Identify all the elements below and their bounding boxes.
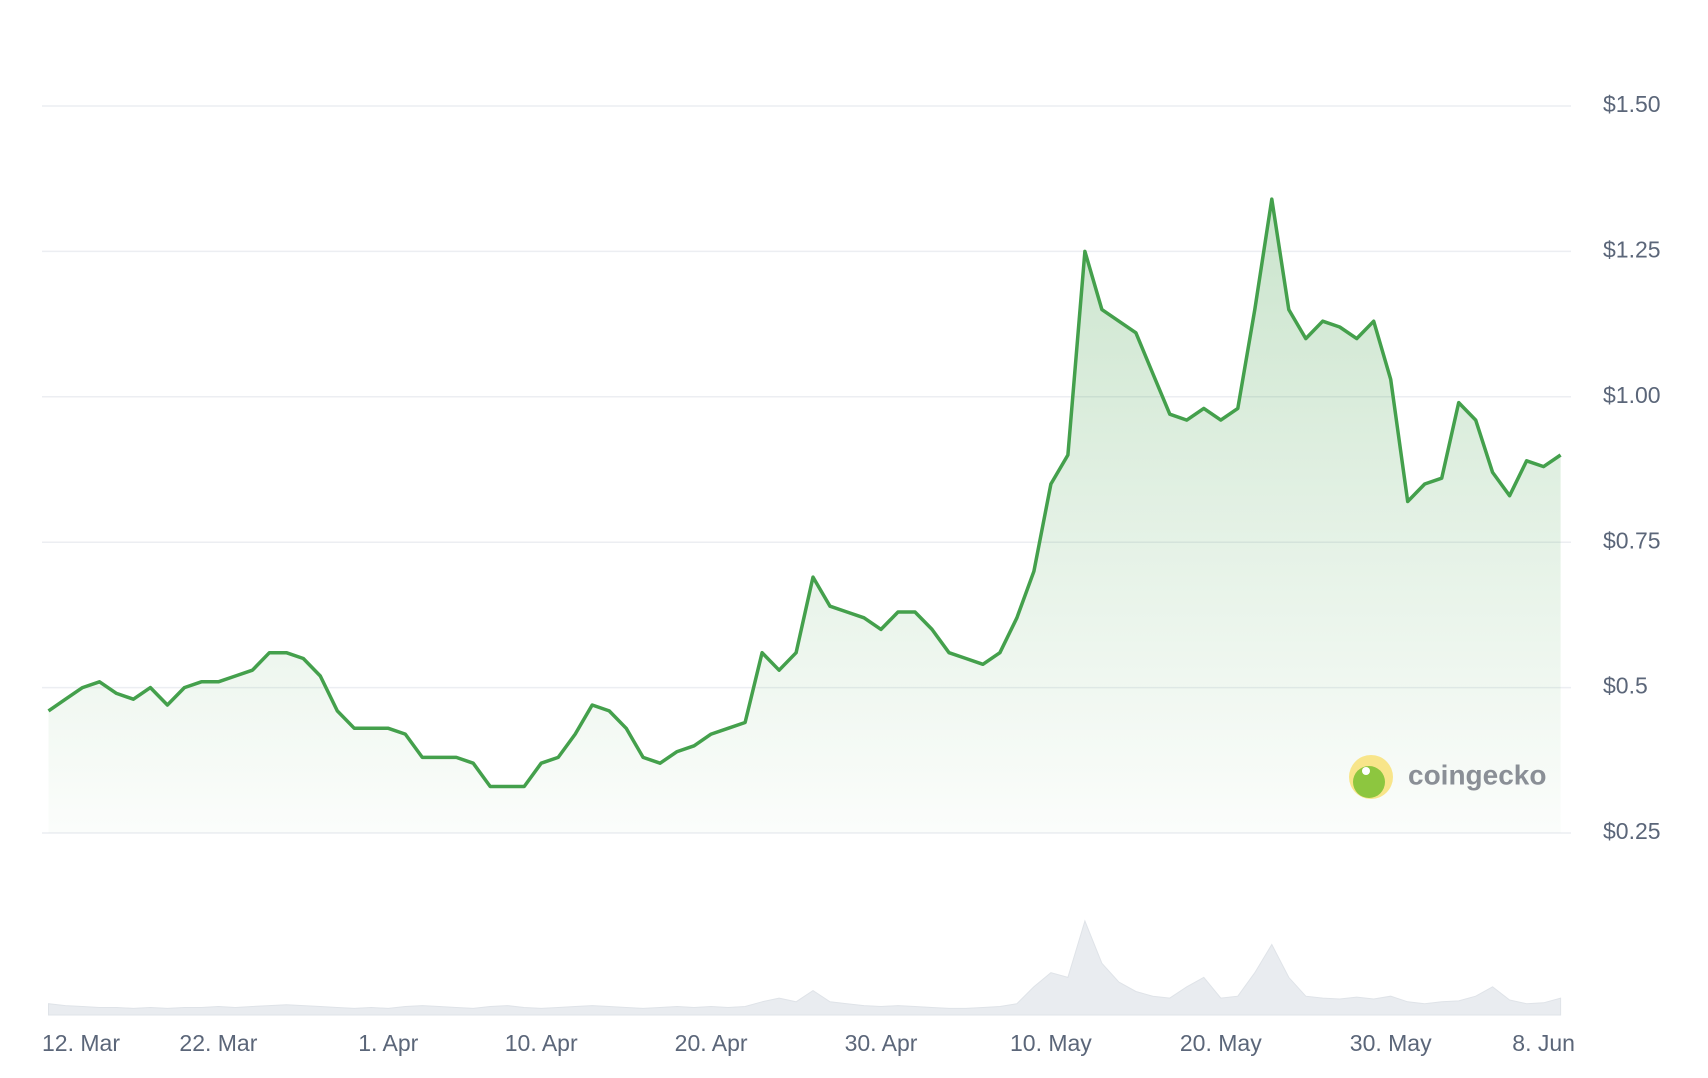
x-tick-label: 20. May [1180,1030,1262,1056]
x-tick-label: 8. Jun [1512,1030,1575,1056]
y-tick-label: $1.00 [1603,382,1661,408]
price-line [47,197,1562,789]
watermark-text: coingecko [1408,759,1546,790]
y-tick-label: $0.75 [1603,527,1661,553]
x-tick-label: 22. Mar [179,1030,257,1056]
volume-area [48,919,1562,1016]
y-tick-label: $1.25 [1603,236,1661,262]
y-tick-label: $0.25 [1603,818,1661,844]
plot: $1.50 $1.25 $1.00 $0.75 $0.5 $0.25 12. Mar 22. … [42,91,1661,1056]
x-tick-label: 10. May [1010,1030,1092,1056]
watermark: coingecko [1349,755,1546,799]
y-tick-label: $0.5 [1603,673,1648,699]
x-tick-label: 30. Apr [845,1030,918,1056]
x-tick-label: 1. Apr [358,1030,418,1056]
x-tick-label: 20. Apr [675,1030,748,1056]
x-tick-label: 10. Apr [505,1030,578,1056]
logo-eye [1362,767,1370,775]
logo-inner [1353,766,1385,798]
price-area [48,199,1561,834]
x-tick-label: 12. Mar [42,1030,120,1056]
y-tick-label: $1.50 [1603,91,1661,117]
x-tick-label: 30. May [1350,1030,1432,1056]
